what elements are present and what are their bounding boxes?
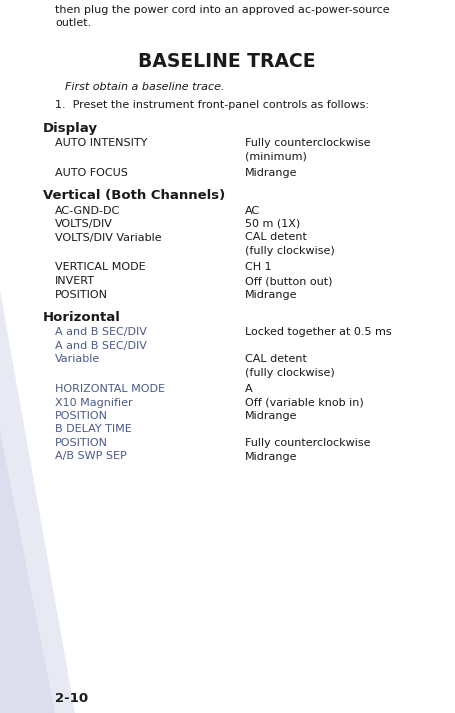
Text: (minimum): (minimum): [245, 151, 307, 162]
Text: Midrange: Midrange: [245, 168, 298, 178]
Text: A/B SWP SEP: A/B SWP SEP: [55, 451, 127, 461]
Text: Variable: Variable: [55, 354, 100, 364]
Text: CAL detent: CAL detent: [245, 232, 307, 242]
Text: AUTO INTENSITY: AUTO INTENSITY: [55, 138, 147, 148]
Polygon shape: [0, 290, 75, 713]
Text: POSITION: POSITION: [55, 438, 108, 448]
Text: A: A: [245, 384, 253, 394]
Text: CH 1: CH 1: [245, 262, 272, 272]
Text: Locked together at 0.5 ms: Locked together at 0.5 ms: [245, 327, 392, 337]
Text: HORIZONTAL MODE: HORIZONTAL MODE: [55, 384, 165, 394]
Text: POSITION: POSITION: [55, 289, 108, 299]
Text: AUTO FOCUS: AUTO FOCUS: [55, 168, 128, 178]
Text: Off (variable knob in): Off (variable knob in): [245, 398, 364, 408]
Text: BASELINE TRACE: BASELINE TRACE: [138, 52, 316, 71]
Text: First obtain a baseline trace.: First obtain a baseline trace.: [65, 82, 224, 92]
Text: (fully clockwise): (fully clockwise): [245, 367, 335, 377]
Text: Display: Display: [43, 122, 98, 135]
Text: CAL detent: CAL detent: [245, 354, 307, 364]
Text: A and B SEC/DIV: A and B SEC/DIV: [55, 327, 147, 337]
Text: INVERT: INVERT: [55, 276, 95, 286]
Text: Midrange: Midrange: [245, 451, 298, 461]
Text: outlet.: outlet.: [55, 18, 91, 28]
Text: AC-GND-DC: AC-GND-DC: [55, 205, 120, 215]
Text: then plug the power cord into an approved ac-power-source: then plug the power cord into an approve…: [55, 5, 389, 15]
Polygon shape: [0, 430, 55, 713]
Text: Midrange: Midrange: [245, 411, 298, 421]
Text: VERTICAL MODE: VERTICAL MODE: [55, 262, 146, 272]
Text: Fully counterclockwise: Fully counterclockwise: [245, 438, 370, 448]
Text: Off (button out): Off (button out): [245, 276, 333, 286]
Text: A and B SEC/DIV: A and B SEC/DIV: [55, 341, 147, 351]
Text: 50 m (1X): 50 m (1X): [245, 219, 300, 229]
Text: B DELAY TIME: B DELAY TIME: [55, 424, 132, 434]
Text: AC: AC: [245, 205, 260, 215]
Text: Vertical (Both Channels): Vertical (Both Channels): [43, 190, 225, 202]
Text: 1.  Preset the instrument front-panel controls as follows:: 1. Preset the instrument front-panel con…: [55, 100, 369, 110]
Text: POSITION: POSITION: [55, 411, 108, 421]
Text: Horizontal: Horizontal: [43, 311, 121, 324]
Text: Midrange: Midrange: [245, 289, 298, 299]
Text: VOLTS/DIV Variable: VOLTS/DIV Variable: [55, 232, 162, 242]
Text: 2-10: 2-10: [55, 692, 88, 705]
Text: VOLTS/DIV: VOLTS/DIV: [55, 219, 113, 229]
Text: (fully clockwise): (fully clockwise): [245, 246, 335, 256]
Text: Fully counterclockwise: Fully counterclockwise: [245, 138, 370, 148]
Text: X10 Magnifier: X10 Magnifier: [55, 398, 132, 408]
